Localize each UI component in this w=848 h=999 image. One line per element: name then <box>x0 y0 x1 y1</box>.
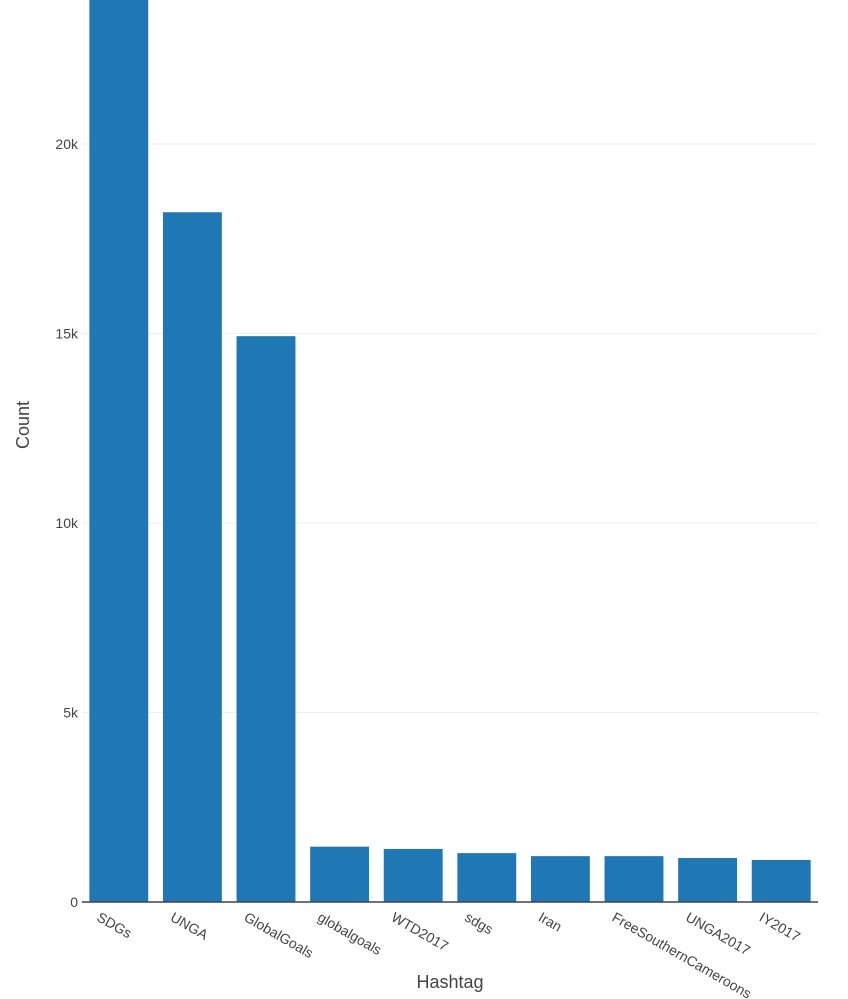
x-tick-label: globalgoals <box>315 909 384 958</box>
x-tick-label: Iran <box>536 909 565 935</box>
y-tick-label: 20k <box>55 136 79 152</box>
x-tick-label: UNGA2017 <box>683 909 753 959</box>
y-axis-title: Count <box>13 401 33 449</box>
x-tick-label: GlobalGoals <box>242 909 317 961</box>
x-tick-label: WTD2017 <box>389 909 452 954</box>
bar-globalgoals[interactable] <box>310 846 370 902</box>
bars <box>89 0 811 903</box>
y-tick-label: 15k <box>55 326 79 342</box>
x-tick-label: IY2017 <box>757 909 804 945</box>
bar-unga[interactable] <box>162 212 222 902</box>
y-tick-label: 0 <box>70 894 78 910</box>
x-tick-label: SDGs <box>94 909 134 942</box>
bar-iy2017[interactable] <box>751 859 811 902</box>
x-tick-label: UNGA <box>168 909 212 943</box>
x-axis-title: Hashtag <box>416 972 483 992</box>
bar-globalgoals[interactable] <box>236 336 296 903</box>
y-tick-label: 10k <box>55 515 79 531</box>
bar-sdgs[interactable] <box>89 0 149 903</box>
bar-iran[interactable] <box>530 856 590 902</box>
x-tick-label: sdgs <box>462 909 496 938</box>
bar-unga2017[interactable] <box>678 858 738 902</box>
bar-wtd2017[interactable] <box>383 848 443 902</box>
y-tick-label: 5k <box>63 705 79 721</box>
bar-sdgs[interactable] <box>457 853 517 902</box>
y-tick-labels: 0 5k 10k 15k 20k <box>55 136 79 910</box>
x-tick-label: FreeSouthernCameroons <box>610 909 755 999</box>
bar-freesoutherncameroons[interactable] <box>604 856 664 902</box>
